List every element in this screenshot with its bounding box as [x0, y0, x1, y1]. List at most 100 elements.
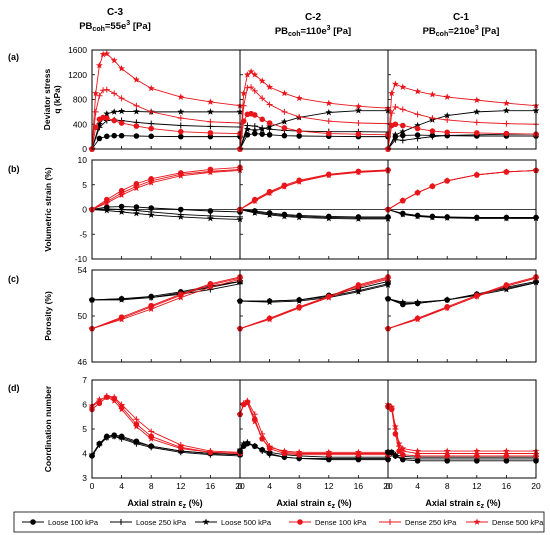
- series-loose-500-kpa: [236, 205, 392, 222]
- series-line: [387, 404, 536, 452]
- series-dense-500-kpa: [236, 68, 392, 152]
- legend-label: Dense 100 kPa: [315, 518, 367, 527]
- point-marker: [110, 432, 118, 440]
- series-dense-250-kpa: [237, 275, 391, 332]
- panel-label: (b): [8, 164, 20, 174]
- panel-d-C-3: 0 4 8 12 16 20: [88, 379, 245, 491]
- y-tick-label: 10: [78, 155, 88, 165]
- point-marker: [132, 422, 140, 430]
- point-marker: [266, 211, 274, 218]
- series-line: [91, 435, 241, 457]
- point-marker: [251, 442, 259, 450]
- point-marker: [429, 128, 436, 134]
- column-header-c1: C-1 PBcoh=210e3 [Pa]: [423, 12, 500, 38]
- series-line: [239, 110, 388, 150]
- panel-c-C-2: [236, 269, 392, 363]
- point-marker: [395, 440, 403, 447]
- series-line: [91, 435, 241, 456]
- point-marker: [392, 103, 399, 110]
- point-marker: [295, 297, 303, 304]
- series-line: [240, 283, 389, 302]
- point-marker: [295, 178, 303, 185]
- panel-label: (a): [8, 52, 19, 62]
- x-tick-label: 4: [415, 481, 420, 491]
- y-tick-label: 5: [82, 424, 87, 434]
- y-tick-label: 7: [82, 375, 87, 385]
- point-marker: [428, 90, 436, 98]
- point-marker: [251, 411, 258, 418]
- column-title: C-2: [305, 12, 322, 23]
- y-tick-label: -5: [79, 229, 87, 239]
- point-marker: [414, 111, 421, 118]
- point-marker: [110, 397, 118, 404]
- point-marker: [325, 108, 333, 116]
- legend-entry: Dense 500 kPa: [466, 518, 544, 527]
- series-line: [239, 170, 389, 210]
- series-dense-500-kpa: [236, 167, 392, 213]
- series-dense-500-kpa: [88, 166, 244, 213]
- point-marker: [104, 133, 110, 140]
- point-marker: [443, 296, 451, 303]
- series-dense-250-kpa: [89, 86, 243, 152]
- series-line: [91, 209, 241, 220]
- point-marker: [388, 89, 396, 97]
- point-marker: [355, 131, 362, 137]
- panel-label: (d): [8, 383, 20, 393]
- point-marker: [206, 283, 214, 291]
- point-marker: [243, 399, 251, 407]
- panel-a-C-2: [236, 49, 392, 152]
- series-loose-250-kpa: [237, 122, 391, 152]
- series-line: [91, 135, 240, 150]
- point-marker: [295, 213, 303, 221]
- x-tick-label: 20: [383, 481, 393, 491]
- point-marker: [392, 121, 399, 128]
- point-marker: [103, 110, 111, 117]
- point-marker: [251, 418, 259, 425]
- series-loose-500-kpa: [384, 205, 540, 222]
- y-tick-label: 1600: [68, 45, 87, 55]
- point-marker: [147, 305, 155, 313]
- point-marker: [295, 304, 303, 311]
- series-dense-100-kpa: [237, 167, 391, 213]
- series-loose-100-kpa: [237, 206, 391, 220]
- point-marker: [251, 126, 259, 134]
- series-dense-250-kpa: [237, 397, 391, 457]
- series-line: [387, 209, 536, 218]
- x-axis-label: Axial strain εz (%): [425, 498, 500, 510]
- point-marker: [414, 135, 421, 142]
- point-marker: [118, 132, 125, 139]
- point-marker: [391, 451, 399, 458]
- point-marker: [296, 113, 303, 120]
- panel-a-C-1: [384, 49, 540, 152]
- series-dense-100-kpa: [385, 167, 539, 213]
- legend-label: Loose 250 kPa: [136, 518, 187, 527]
- point-marker: [111, 90, 118, 97]
- point-marker: [178, 128, 184, 135]
- point-marker: [443, 214, 451, 221]
- point-marker: [354, 168, 362, 176]
- point-marker: [280, 447, 288, 454]
- point-marker: [132, 209, 140, 217]
- point-marker: [118, 191, 126, 199]
- x-tick-label: 0: [386, 481, 391, 491]
- point-marker: [325, 99, 333, 107]
- y-axis-label: Coordination number: [43, 385, 53, 472]
- series-line: [91, 166, 241, 210]
- series-line: [387, 83, 537, 150]
- point-marker: [296, 128, 303, 134]
- plot-frame: [239, 379, 389, 479]
- point-marker: [147, 294, 155, 301]
- point-marker: [281, 132, 288, 139]
- series-line: [91, 119, 241, 150]
- point-marker: [414, 121, 422, 129]
- y-axis-label: Porosity (%): [43, 291, 53, 341]
- point-marker: [206, 448, 214, 456]
- point-marker: [400, 122, 406, 129]
- y-tick-label: 6: [82, 400, 87, 410]
- point-marker: [251, 197, 259, 204]
- point-marker: [30, 519, 36, 525]
- y-tick-label: 46: [78, 357, 88, 367]
- point-marker: [266, 83, 274, 91]
- series-line: [239, 277, 389, 330]
- x-tick-label: 12: [472, 481, 482, 491]
